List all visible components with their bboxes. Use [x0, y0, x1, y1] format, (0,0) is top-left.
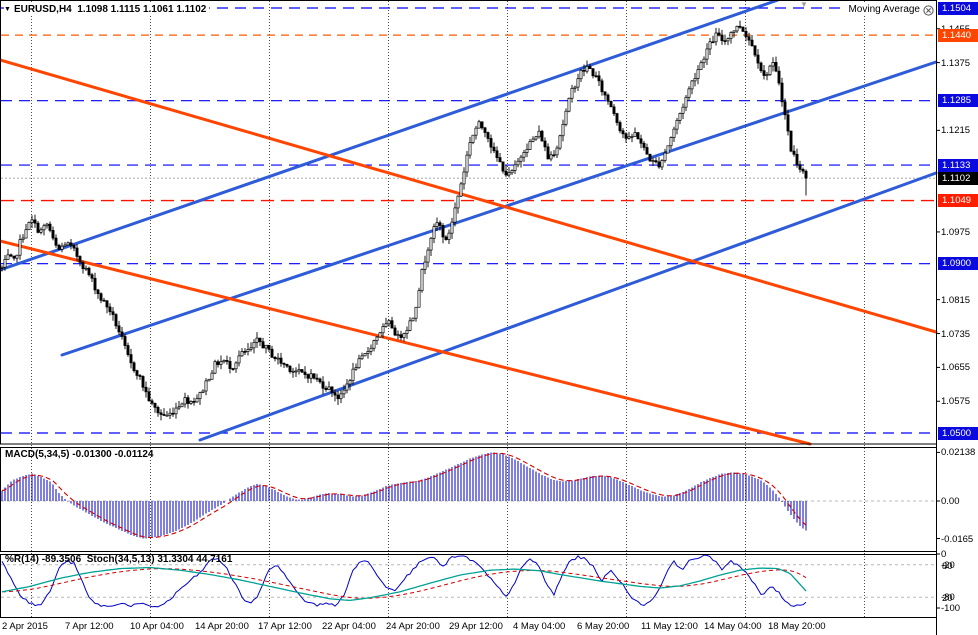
- time-axis-label: 6 May 20:00: [577, 621, 630, 632]
- symbol-ohlc-header: ▼ EURUSD,H4 1.1098 1.1115 1.1061 1.1102: [4, 4, 210, 16]
- wpr-value: -89.3506: [41, 554, 82, 565]
- oscillator-axis-label: -20: [941, 559, 955, 571]
- price-tick: 1.0575: [941, 396, 971, 408]
- time-axis-label: 14 May 04:00: [704, 621, 762, 632]
- oscillator-axis-label: 20: [942, 593, 953, 605]
- price-level-badge: 1.0500: [938, 426, 978, 440]
- wpr-title: %R(14): [5, 554, 39, 565]
- ohlc-high: 1.1115: [110, 4, 141, 15]
- time-axis-label: 4 May 04:00: [513, 621, 566, 632]
- time-axis-label: 29 Apr 12:00: [449, 621, 503, 632]
- oscillator-axis-label: 0: [941, 549, 947, 560]
- oscillator-axis-label: 80: [942, 560, 953, 572]
- price-tick: 1.1215: [941, 125, 971, 137]
- ohlc-close: 1.1102: [176, 4, 207, 15]
- moving-average-label: Moving Average: [845, 4, 934, 16]
- price-tick: 1.1375: [941, 57, 971, 69]
- oscillator-axis-label: -80: [941, 592, 955, 604]
- price-level-badge: 1.1049: [938, 194, 978, 208]
- price-level-badge: 1.1504: [938, 1, 978, 15]
- time-axis-label: 7 Apr 12:00: [65, 621, 114, 632]
- time-axis-label: 24 Apr 20:00: [386, 621, 440, 632]
- chart-marker-icon: ▼: [4, 6, 11, 13]
- time-axis-label: 22 Apr 04:00: [322, 621, 376, 632]
- time-axis-label: 10 Apr 04:00: [130, 621, 184, 632]
- price-tick: 1.0735: [941, 328, 971, 340]
- macd-header: MACD(5,34,5) -0.01300 -0.01124: [5, 449, 153, 461]
- ohlc-low: 1.1061: [142, 4, 174, 15]
- time-axis-label: 11 May 12:00: [641, 621, 698, 632]
- remove-indicator-icon[interactable]: [923, 4, 934, 16]
- wpr-stoch-header: %R(14) -89.3506 Stoch(34,5,13) 31.3304 4…: [5, 554, 232, 566]
- macd-axis-label: 0.02138: [941, 447, 976, 459]
- time-axis-label: 18 May 20:00: [768, 621, 826, 632]
- stoch-main-value: 31.3304: [157, 554, 194, 565]
- price-tick: 1.0975: [941, 226, 971, 238]
- macd-title: MACD(5,34,5): [5, 449, 70, 460]
- ohlc-open: 1.1098: [77, 4, 108, 15]
- price-level-badge: 1.1133: [938, 158, 978, 172]
- price-level-badge: 1.1285: [938, 94, 978, 108]
- macd-axis-label: 0.00: [941, 496, 960, 507]
- current-price-badge: 1.1102: [938, 171, 978, 185]
- chart-shift-marker-icon[interactable]: ▼: [800, 0, 808, 9]
- price-tick: 1.0655: [941, 362, 971, 374]
- time-axis-label: 2 Apr 2015: [2, 621, 48, 632]
- time-axis-label: 14 Apr 20:00: [195, 621, 249, 632]
- price-tick: 1.0815: [941, 294, 971, 306]
- macd-signal-value: -0.01124: [114, 449, 154, 460]
- symbol-timeframe: EURUSD,H4: [13, 4, 72, 15]
- price-level-badge: 1.0900: [938, 257, 978, 271]
- moving-average-text: Moving Average: [848, 4, 920, 15]
- macd-main-value: -0.01300: [72, 449, 112, 460]
- macd-axis-label: -0.0165: [941, 533, 974, 545]
- stoch-title: Stoch(34,5,13): [86, 554, 155, 565]
- stoch-signal-value: 44.7161: [196, 554, 233, 565]
- oscillator-axis-label: -100: [941, 603, 961, 614]
- time-axis-label: 17 Apr 12:00: [258, 621, 312, 632]
- price-level-badge: 1.1440: [938, 28, 978, 42]
